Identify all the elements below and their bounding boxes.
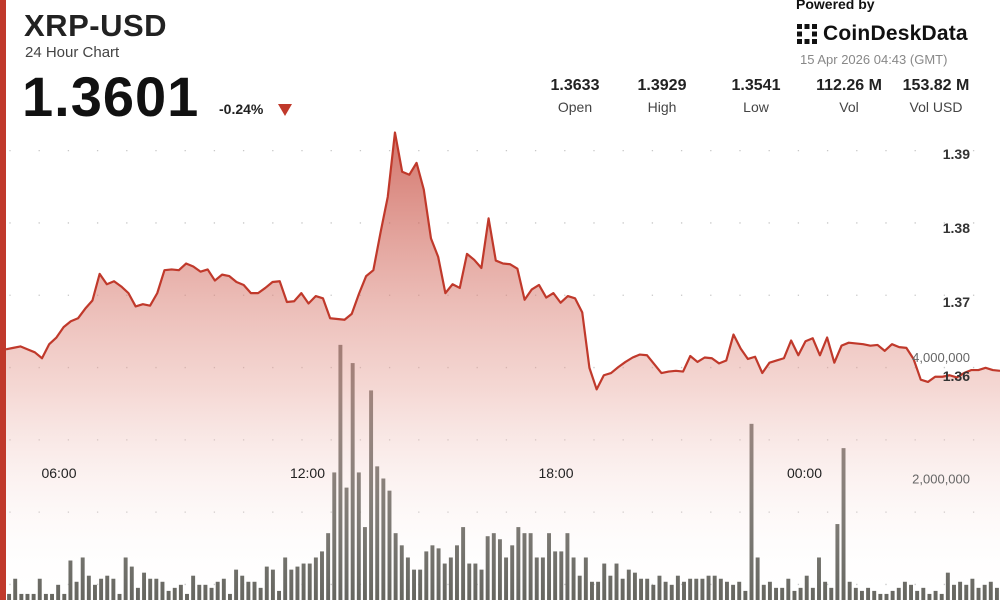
stat-value: 1.3929 — [637, 77, 687, 94]
stat-high: 1.3929 High — [617, 77, 707, 115]
stat-low: 1.3541 Low — [711, 77, 801, 115]
volume-tick-label: 4,000,000 — [912, 350, 970, 365]
timestamp: 15 Apr 2026 04:43 (GMT) — [800, 52, 948, 67]
price-area-fill — [6, 132, 1000, 600]
stat-open: 1.3633 Open — [530, 77, 620, 115]
stat-value: 112.26 M — [816, 77, 882, 94]
accent-bar — [0, 0, 6, 600]
stats-row: 1.3633 Open 1.3929 High 1.3541 Low 112.2… — [530, 77, 980, 121]
volume-axis-ticks: 4,000,000 2,000,000 — [912, 350, 970, 487]
powered-by-label: Powered by — [796, 0, 875, 12]
x-tick-label: 06:00 — [41, 465, 76, 481]
stat-label: Open — [557, 99, 593, 115]
price-tick-label: 1.39 — [943, 146, 970, 162]
volume-tick-label: 2,000,000 — [912, 472, 970, 487]
x-axis-ticks: 06:00 12:00 18:00 00:00 — [41, 465, 822, 481]
coindesk-logo-icon — [797, 24, 817, 44]
price-line — [5, 131, 1000, 391]
stat-vol: 112.26 M Vol — [804, 77, 894, 115]
x-tick-label: 00:00 — [787, 465, 822, 481]
brand-name: CoinDeskData — [823, 22, 968, 45]
current-price: 1.3601 — [22, 65, 200, 128]
price-tick-label: 1.38 — [943, 220, 970, 236]
stat-value: 1.3633 — [550, 77, 600, 94]
chart-subtitle: 24 Hour Chart — [25, 44, 120, 61]
brand-logo[interactable]: CoinDeskData — [796, 22, 968, 46]
stat-label: High — [647, 99, 677, 115]
stat-value: 1.3541 — [731, 77, 781, 94]
stat-label: Vol — [839, 99, 859, 115]
price-change: -0.24% — [219, 101, 264, 117]
price-axis-ticks: 1.39 1.38 1.37 1.36 — [943, 146, 970, 384]
down-arrow-icon — [278, 104, 292, 116]
x-tick-label: 18:00 — [538, 465, 573, 481]
stat-label: Vol USD — [909, 99, 963, 115]
stat-label: Low — [743, 99, 769, 115]
price-tick-label: 1.37 — [943, 294, 970, 310]
price-tick-label: 1.36 — [943, 368, 970, 384]
pair-title: XRP-USD — [24, 8, 168, 43]
stat-value: 153.82 M — [902, 77, 970, 94]
x-tick-label: 12:00 — [290, 465, 325, 481]
stat-vol-usd: 153.82 M Vol USD — [891, 77, 981, 115]
